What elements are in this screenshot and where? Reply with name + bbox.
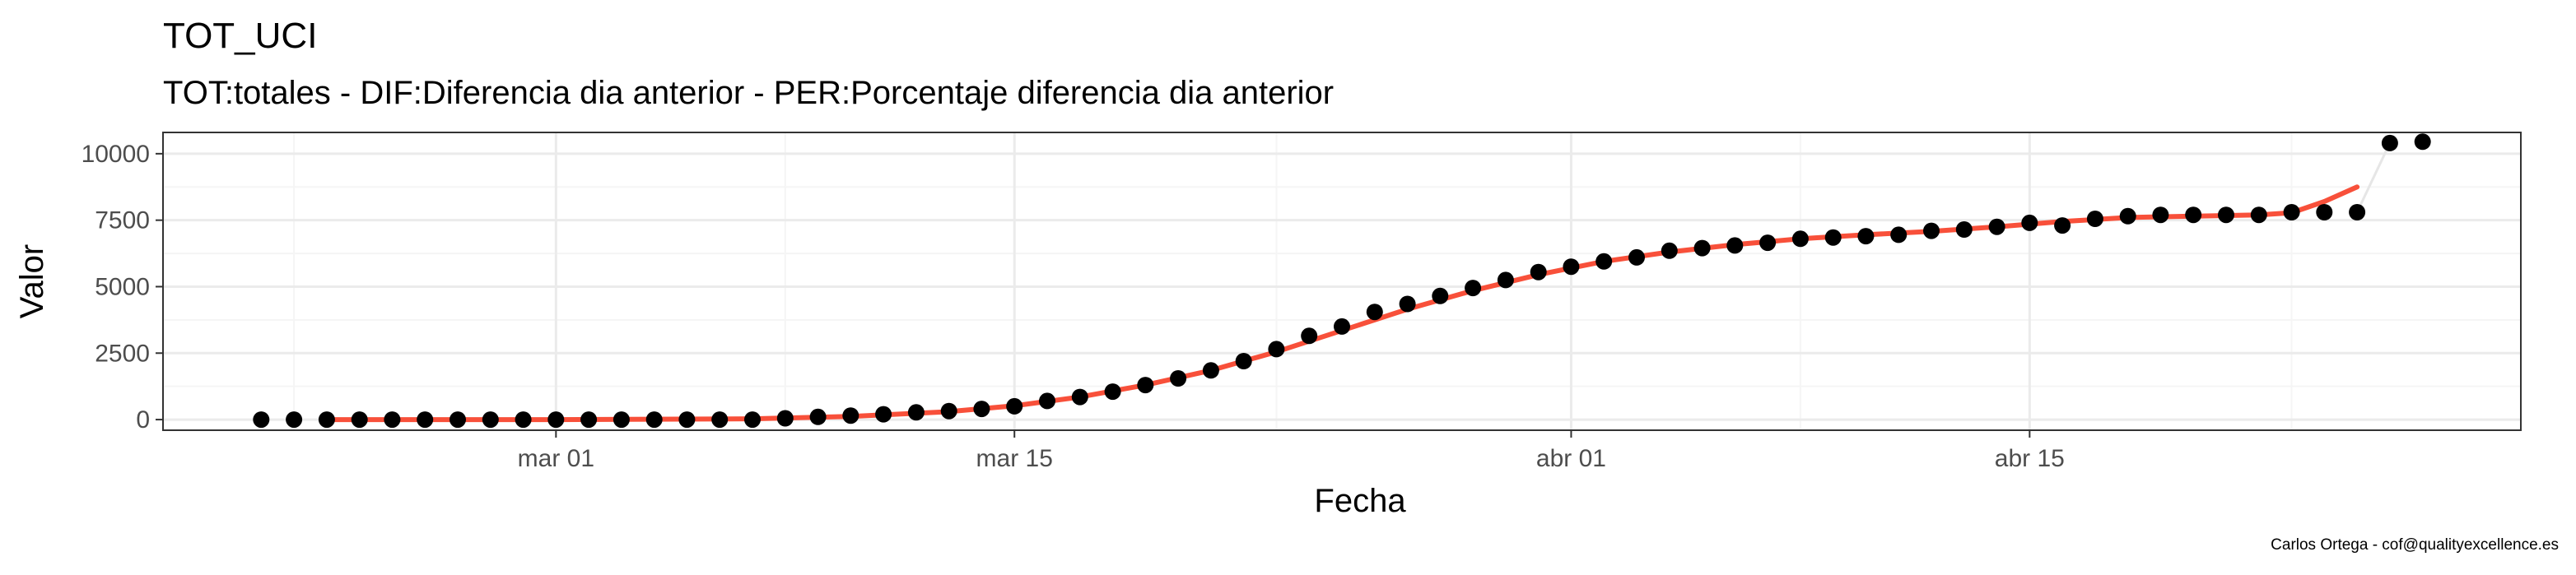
data-point [417,411,434,429]
x-tick-label: abr 15 [1995,445,2065,472]
data-point [1923,222,1940,239]
data-point [1726,237,1744,254]
data-point [1465,280,1482,297]
data-point [1071,388,1088,406]
x-axis: mar 01 mar 15 abr 01 abr 15 [518,430,2065,472]
data-point [907,404,925,421]
data-point [1857,228,1875,245]
chart-title: TOT_UCI [163,16,317,56]
panel-border [162,132,2522,431]
data-point [384,411,401,429]
data-point [1268,341,1285,358]
data-point [1366,304,1383,321]
x-axis-label: Fecha [1314,483,1406,519]
data-point [1399,295,1416,313]
data-point [1595,253,1613,270]
data-point [580,411,598,429]
y-axis-label: Valor [14,244,50,318]
data-point [744,411,761,429]
data-point [1530,263,1547,281]
data-point [1824,229,1842,246]
data-point [809,408,827,425]
connector-segment [2355,142,2392,213]
x-tick-label: abr 01 [1536,445,1606,472]
data-point [1170,370,1187,387]
data-point [2152,206,2169,224]
data-point [1039,392,1055,410]
data-point [2185,206,2202,224]
data-point [875,406,892,423]
data-point [2381,134,2398,151]
connector-line [2355,142,2392,213]
data-point [2283,204,2300,220]
data-point [1137,377,1154,394]
data-point [1988,218,2005,235]
data-point [776,410,794,427]
data-point [1791,230,1809,248]
data-point [2349,204,2366,220]
data-point [286,411,303,429]
data-point [515,411,532,429]
y-axis: 0 2500 5000 7500 10000 [82,141,163,434]
data-point [1497,271,1514,289]
data-point [1104,383,1121,401]
data-point [1955,221,1973,238]
data-point [2086,211,2103,227]
y-tick-label: 2500 [95,340,150,367]
data-point [1628,248,1645,266]
data-point [973,401,990,418]
data-point [1334,318,1350,335]
data-point [1235,353,1252,369]
data-point [482,411,499,429]
data-point [1432,287,1449,304]
data-point [2414,133,2431,151]
data-point [1006,397,1023,415]
data-point [1301,327,1318,345]
data-point [613,411,630,429]
data-point [1202,362,1219,379]
data-point [842,407,859,424]
data-point [2119,207,2136,225]
data-points [253,133,2431,429]
data-point [1693,239,1711,257]
data-point [940,402,957,420]
data-point [253,411,270,429]
data-point [2250,206,2267,224]
y-tick-label: 0 [136,406,150,434]
data-point [1759,234,1777,252]
data-point [450,411,466,429]
data-point [711,411,729,429]
y-tick-label: 7500 [95,207,150,234]
data-point [2218,206,2234,224]
y-tick-label: 5000 [95,273,150,300]
data-point [318,411,335,429]
data-point [678,411,696,429]
caption: Carlos Ortega - cof@qualityexcellence.es [2271,536,2559,554]
x-tick-label: mar 15 [976,445,1053,472]
data-point [351,411,368,429]
data-point [2054,217,2071,234]
data-point [2316,204,2333,220]
x-tick-label: mar 01 [518,445,594,472]
data-point [1563,258,1580,276]
chart-subtitle: TOT:totales - DIF:Diferencia dia anterio… [163,75,1334,111]
data-point [1890,226,1908,243]
y-tick-label: 10000 [82,141,150,168]
data-point [547,411,565,429]
data-point [2021,214,2038,231]
data-point [645,411,663,429]
data-point [1661,242,1678,259]
